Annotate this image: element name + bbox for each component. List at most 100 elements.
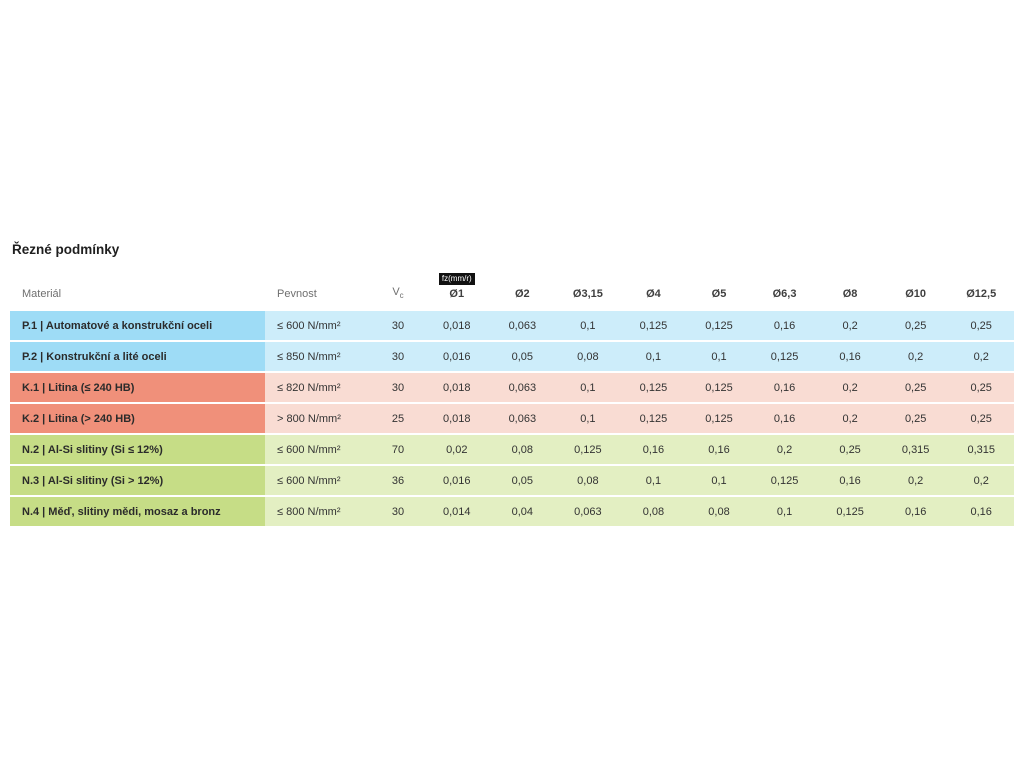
value-cell: 0,2 [817,373,883,402]
value-cell: 0,16 [620,435,687,464]
value-cell: 0,16 [686,435,752,464]
table-body: P.1 | Automatové a konstrukční oceli ≤ 6… [10,311,1014,526]
value-cell: 0,08 [489,435,556,464]
material-cell: N.3 | Al-Si slitiny (Si > 12%) [10,466,265,495]
value-cell: 0,1 [620,466,687,495]
value-cell: 0,018 [424,373,490,402]
table-header-row: Materiál Pevnost Vc fz(mm/r) Ø1 Ø2 Ø3,15 Ø… [10,271,1014,309]
value-cell: 0,16 [882,497,949,526]
value-cell: 0,2 [882,466,949,495]
header-diameter-8: Ø10 [905,288,927,300]
value-cell: 0,05 [489,342,556,371]
diameter-label: Ø1 [449,288,465,300]
pevnost-cell: > 800 N/mm² [265,404,372,433]
pevnost-cell: ≤ 820 N/mm² [265,373,372,402]
value-cell: 0,16 [751,311,818,340]
cutting-conditions-table: Materiál Pevnost Vc fz(mm/r) Ø1 Ø2 Ø3,15 Ø… [10,271,1014,526]
header-diameter-3: Ø3,15 [572,288,603,300]
value-cell: 0,1 [751,497,818,526]
table-row: P.2 | Konstrukční a lité oceli ≤ 850 N/m… [10,342,1014,371]
value-cell: 0,16 [751,404,818,433]
value-cell: 0,1 [555,404,621,433]
vc-cell: 30 [372,342,424,371]
value-cell: 0,018 [424,311,490,340]
value-cell: 0,063 [555,497,621,526]
material-cell: N.2 | Al-Si slitiny (Si ≤ 12%) [10,435,265,464]
vc-cell: 30 [372,497,424,526]
value-cell: 0,25 [882,404,949,433]
header-material: Materiál [22,288,62,300]
table-row: K.2 | Litina (> 240 HB) > 800 N/mm² 25 0… [10,404,1014,433]
value-cell: 0,125 [751,342,818,371]
material-cell: K.2 | Litina (> 240 HB) [10,404,265,433]
value-cell: 0,16 [817,342,883,371]
value-cell: 0,125 [686,404,752,433]
value-cell: 0,125 [620,311,687,340]
table-row: K.1 | Litina (≤ 240 HB) ≤ 820 N/mm² 30 0… [10,373,1014,402]
material-cell: P.2 | Konstrukční a lité oceli [10,342,265,371]
value-cell: 0,16 [817,466,883,495]
value-cell: 0,04 [489,497,556,526]
header-diameter-2: Ø2 [514,288,530,300]
value-cell: 0,08 [555,466,621,495]
vc-cell: 70 [372,435,424,464]
value-cell: 0,08 [555,342,621,371]
table-row: N.3 | Al-Si slitiny (Si > 12%) ≤ 600 N/m… [10,466,1014,495]
value-cell: 0,08 [686,497,752,526]
value-cell: 0,16 [948,497,1014,526]
header-diameter-4: Ø4 [646,288,661,300]
value-cell: 0,125 [555,435,621,464]
material-cell: K.1 | Litina (≤ 240 HB) [10,373,265,402]
value-cell: 0,16 [751,373,818,402]
value-cell: 0,1 [686,342,752,371]
value-cell: 0,063 [489,373,556,402]
fz-unit-badge: fz(mm/r) [438,273,475,285]
value-cell: 0,063 [489,311,556,340]
vc-cell: 36 [372,466,424,495]
pevnost-cell: ≤ 800 N/mm² [265,497,372,526]
table-row: P.1 | Automatové a konstrukční oceli ≤ 6… [10,311,1014,340]
header-pevnost: Pevnost [277,288,317,300]
header-diameter-7: Ø8 [842,288,858,300]
value-cell: 0,25 [882,373,949,402]
value-cell: 0,1 [686,466,752,495]
value-cell: 0,125 [620,373,687,402]
vc-cell: 25 [372,404,424,433]
value-cell: 0,1 [620,342,687,371]
value-cell: 0,063 [489,404,556,433]
value-cell: 0,25 [948,373,1014,402]
value-cell: 0,02 [424,435,490,464]
value-cell: 0,125 [817,497,883,526]
value-cell: 0,125 [686,311,752,340]
value-cell: 0,125 [620,404,687,433]
value-cell: 0,018 [424,404,490,433]
value-cell: 0,2 [751,435,818,464]
vc-subscript: c [399,291,404,300]
header-diameter-6: Ø6,3 [772,288,797,300]
table-row: N.4 | Měď, slitiny mědi, mosaz a bronz ≤… [10,497,1014,526]
vc-label: V [392,285,400,298]
value-cell: 0,016 [424,342,490,371]
pevnost-cell: ≤ 600 N/mm² [265,466,372,495]
value-cell: 0,125 [751,466,818,495]
value-cell: 0,014 [424,497,490,526]
header-vc: Vc [372,286,424,309]
pevnost-cell: ≤ 600 N/mm² [265,311,372,340]
header-diameter-1: fz(mm/r) Ø1 [424,273,490,309]
value-cell: 0,1 [555,311,621,340]
vc-cell: 30 [372,373,424,402]
value-cell: 0,05 [489,466,556,495]
value-cell: 0,25 [882,311,949,340]
pevnost-cell: ≤ 600 N/mm² [265,435,372,464]
value-cell: 0,125 [686,373,752,402]
value-cell: 0,2 [817,404,883,433]
value-cell: 0,2 [817,311,883,340]
material-cell: P.1 | Automatové a konstrukční oceli [10,311,265,340]
vc-cell: 30 [372,311,424,340]
value-cell: 0,25 [948,404,1014,433]
value-cell: 0,315 [882,435,949,464]
value-cell: 0,2 [948,466,1014,495]
material-cell: N.4 | Měď, slitiny mědi, mosaz a bronz [10,497,265,526]
value-cell: 0,1 [555,373,621,402]
value-cell: 0,25 [817,435,883,464]
